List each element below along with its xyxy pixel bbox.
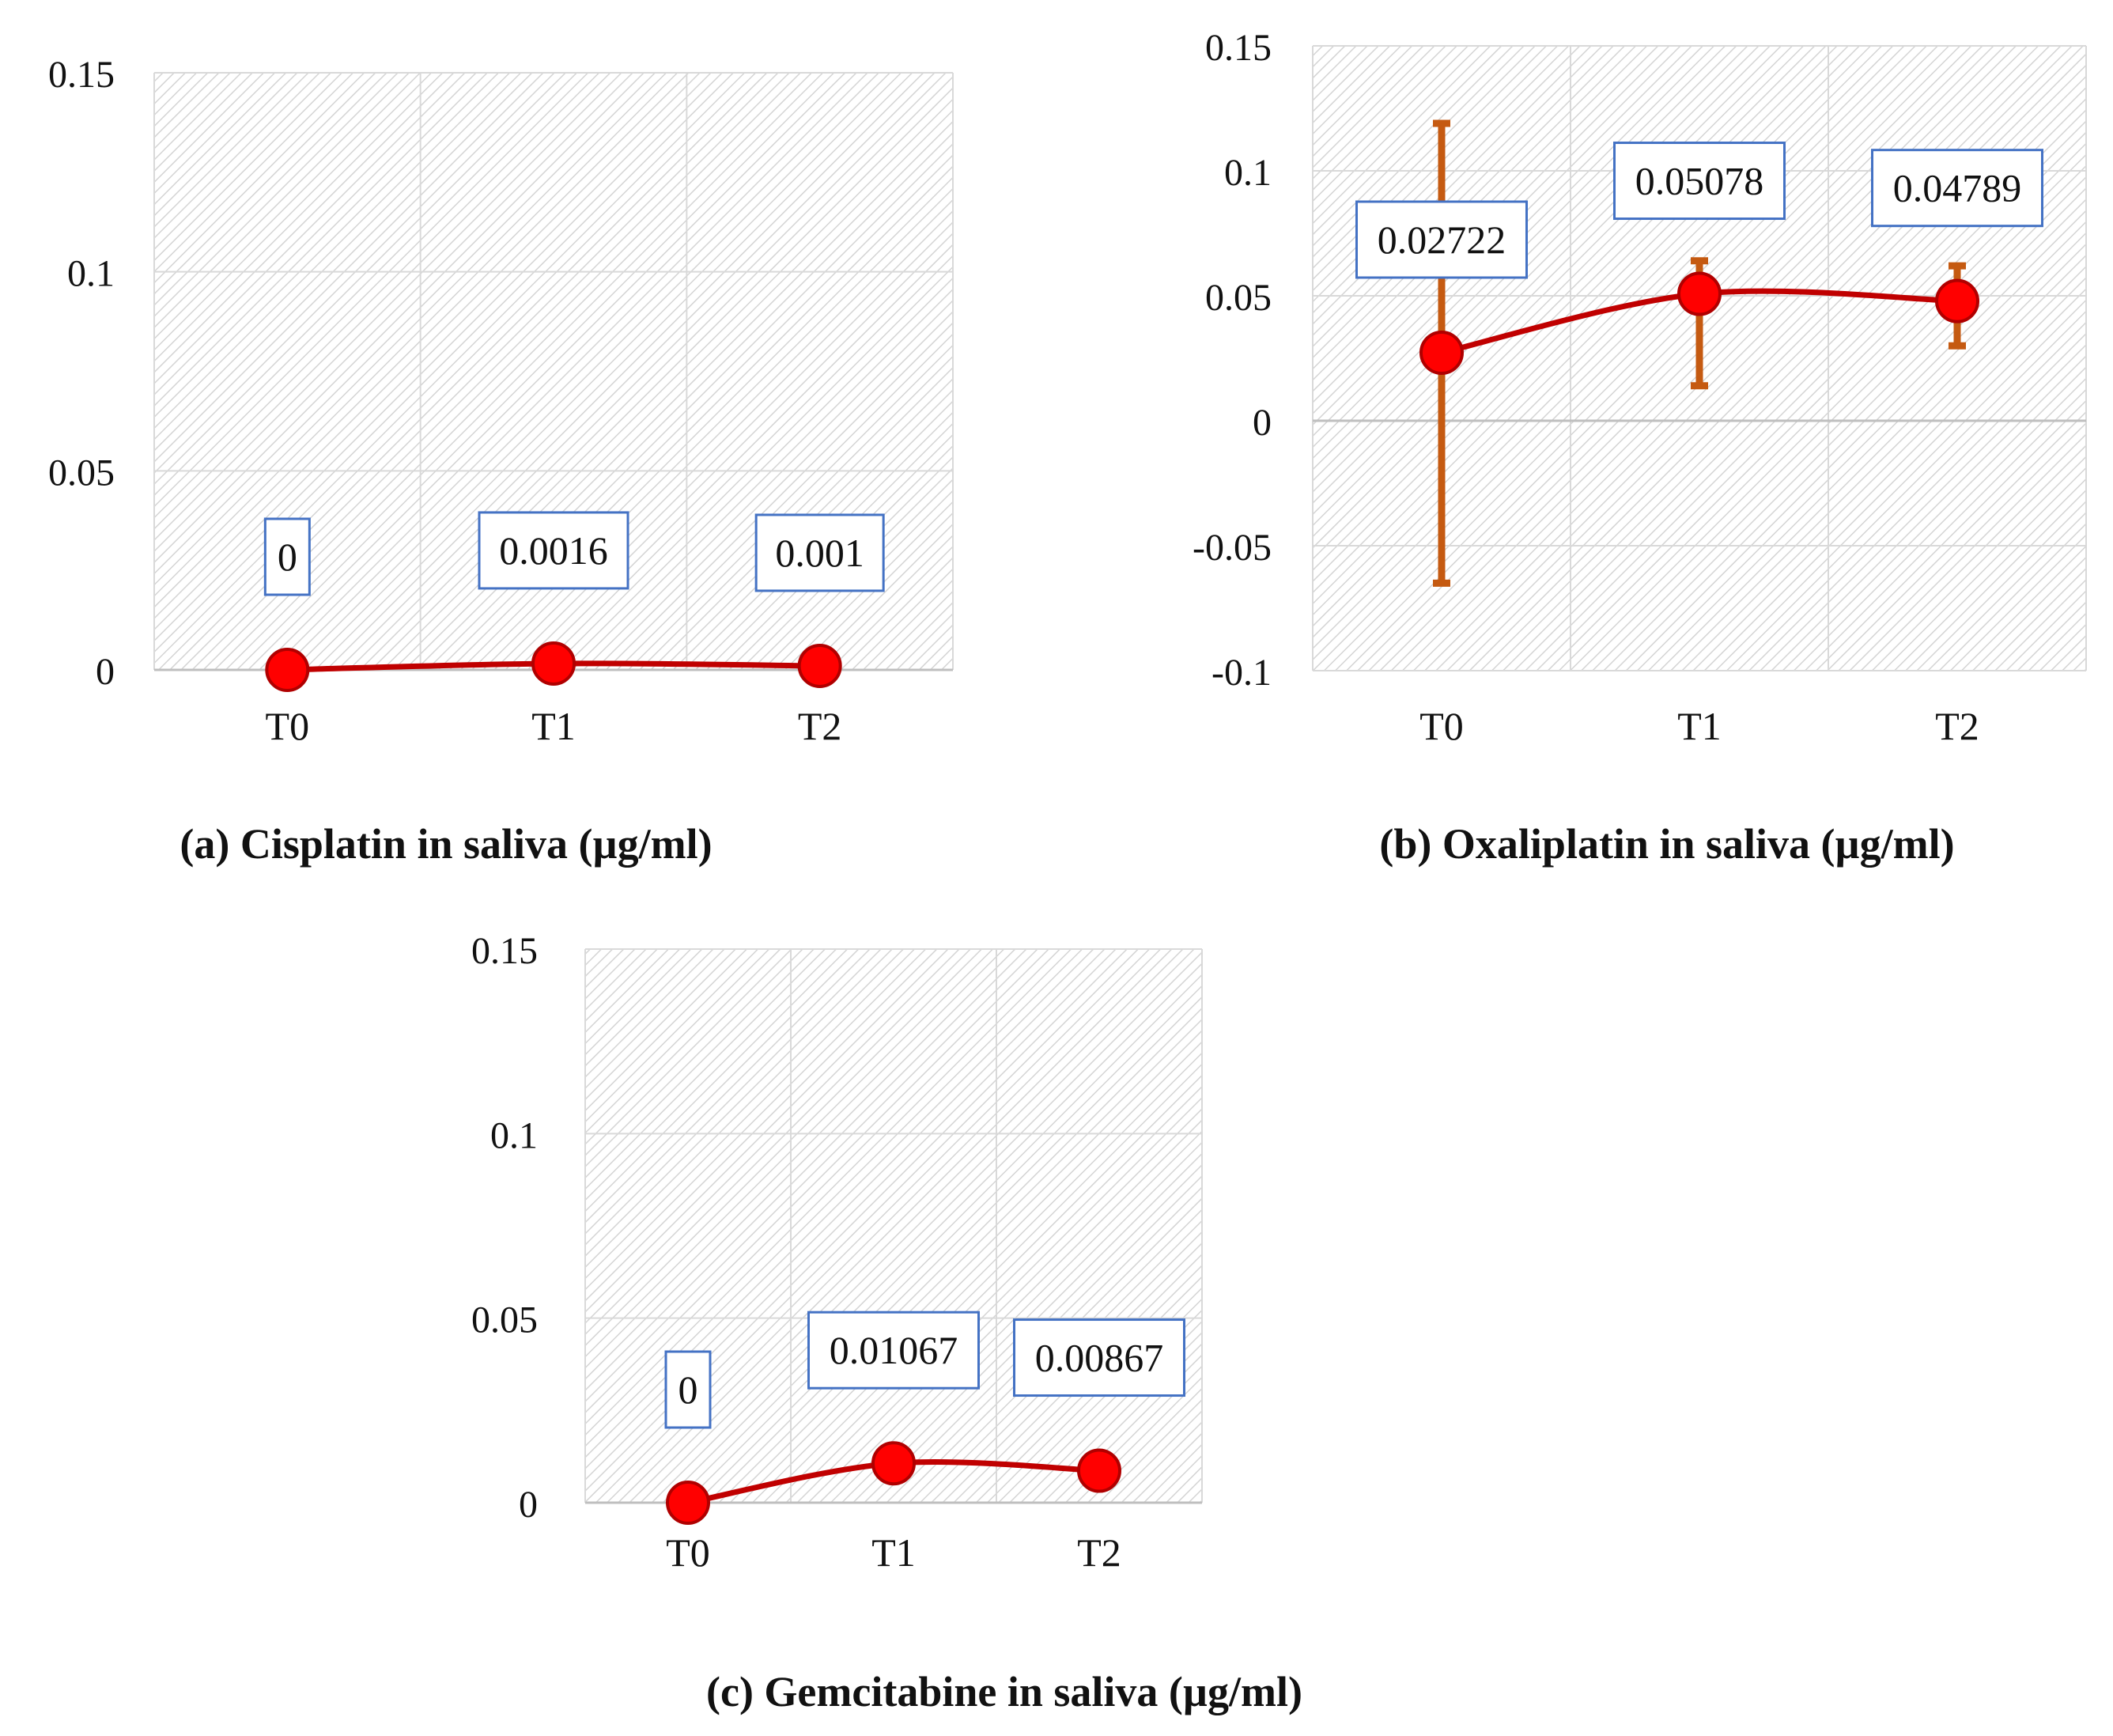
y-tick-label: -0.05 — [1193, 527, 1272, 569]
y-tick-label: 0.1 — [490, 1114, 538, 1156]
chart-a-cisplatin: 0 0.05 0.1 0.15 T0 T1 T2 0 0.0016 0.001 — [48, 54, 954, 748]
x-tick-label: T0 — [1419, 704, 1464, 748]
data-label: 0.0016 — [499, 528, 608, 573]
data-label-box — [1871, 149, 2043, 228]
data-point — [666, 1481, 710, 1525]
data-point — [1419, 330, 1464, 375]
x-tick-label: T0 — [266, 704, 310, 748]
data-label-box — [1355, 200, 1528, 279]
y-tick-label: 0.15 — [471, 930, 538, 972]
data-point — [797, 643, 842, 688]
x-tick-label: T1 — [531, 704, 576, 748]
y-tick-label: 0 — [96, 651, 115, 693]
data-label-box — [478, 511, 629, 590]
y-tick-label: 0 — [1253, 402, 1272, 444]
data-label: 0 — [679, 1367, 698, 1412]
caption-b: (b) Oxaliplatin in saliva (µg/ml) — [1379, 820, 1955, 868]
x-tick-label: T0 — [666, 1530, 710, 1575]
data-label: 0 — [278, 535, 297, 579]
data-point — [265, 648, 310, 692]
y-tick-label: 0 — [519, 1484, 538, 1526]
data-label-box — [263, 517, 311, 596]
data-point — [531, 641, 576, 686]
data-label-box — [1613, 142, 1786, 221]
data-point — [871, 1441, 916, 1486]
data-label: 0.04789 — [1893, 166, 2022, 210]
data-point — [1935, 278, 1979, 323]
y-tick-label: 0.1 — [67, 253, 115, 295]
data-label-box — [807, 1311, 980, 1390]
chart-c-gemcitabine: 0 0.05 0.1 0.15 T0 T1 T2 0 0.01067 0.00867 — [471, 930, 1203, 1575]
data-label-box — [664, 1350, 712, 1429]
data-label-box — [754, 513, 885, 592]
x-tick-label: T1 — [1677, 704, 1722, 748]
data-label: 0.02722 — [1378, 217, 1506, 262]
y-tick-label: 0.1 — [1224, 152, 1272, 194]
y-tick-label: 0.05 — [471, 1299, 538, 1341]
data-label-box — [1013, 1318, 1185, 1397]
data-label: 0.05078 — [1635, 159, 1764, 203]
x-tick-label: T2 — [1935, 704, 1979, 748]
x-tick-label: T2 — [1077, 1530, 1121, 1575]
x-tick-label: T1 — [871, 1530, 916, 1575]
caption-c: (c) Gemcitabine in saliva (µg/ml) — [706, 1668, 1302, 1715]
y-tick-label: 0.05 — [1205, 277, 1272, 319]
y-tick-label: -0.1 — [1211, 652, 1272, 694]
data-point — [1677, 271, 1722, 316]
data-label: 0.00867 — [1035, 1336, 1164, 1380]
y-tick-label: 0.15 — [48, 54, 115, 96]
data-point — [1077, 1448, 1121, 1493]
x-tick-label: T2 — [798, 704, 842, 748]
y-tick-label: 0.15 — [1205, 27, 1272, 69]
chart-b-oxaliplatin: -0.1 -0.05 0 0.05 0.1 0.15 T0 T1 T2 0.02722 0.0507… — [1193, 27, 2087, 748]
caption-a: (a) Cisplatin in saliva (µg/ml) — [180, 820, 713, 868]
y-tick-label: 0.05 — [48, 452, 115, 494]
data-label: 0.001 — [775, 531, 864, 575]
data-label: 0.01067 — [830, 1328, 958, 1372]
